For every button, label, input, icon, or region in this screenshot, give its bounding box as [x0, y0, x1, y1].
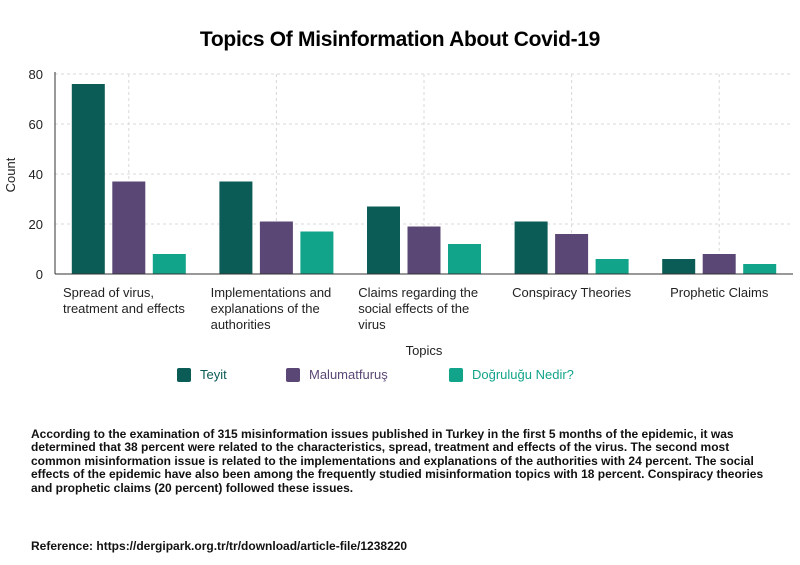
- bar-do-rulu-u-nedir: [448, 244, 481, 274]
- y-tick-label: 0: [36, 267, 43, 282]
- legend-swatch: [177, 367, 191, 382]
- x-axis-title: Topics: [406, 343, 443, 358]
- legend-label: Teyit: [200, 367, 227, 382]
- legend-item[interactable]: Doğruluğu Nedir?: [449, 367, 574, 382]
- bar-do-rulu-u-nedir: [743, 264, 777, 274]
- bar-malumatfuru: [702, 254, 736, 274]
- y-tick-label: 20: [29, 217, 43, 232]
- y-axis-title: Count: [3, 157, 18, 192]
- x-tick-label: Spread of virus, treatment and effects: [63, 285, 185, 316]
- legend: Teyit Malumatfuruş Doğruluğu Nedir?: [0, 367, 800, 387]
- bar-chart: 0 20 40 60 80 Spread of virus, treatment and e…: [3, 67, 793, 358]
- bar-malumatfuru: [555, 234, 589, 274]
- bar-teyit: [514, 221, 548, 274]
- gridlines: [55, 73, 793, 274]
- reference-text: Reference: https://dergipark.org.tr/tr/d…: [31, 539, 408, 553]
- chart-description: According to the examination of 315 misi…: [31, 427, 764, 495]
- x-tick-label: Claims regarding the social effects of th…: [358, 285, 478, 332]
- bar-teyit: [662, 259, 696, 274]
- bars: [71, 84, 777, 274]
- bar-do-rulu-u-nedir: [300, 231, 334, 274]
- bar-teyit: [219, 181, 253, 274]
- bar-do-rulu-u-nedir: [152, 254, 186, 274]
- bar-do-rulu-u-nedir: [595, 259, 629, 274]
- chart-title: Topics Of Misinformation About Covid-19: [199, 28, 601, 51]
- bar-teyit: [367, 206, 400, 274]
- legend-label: Doğruluğu Nedir?: [472, 367, 574, 382]
- legend-label: Malumatfuruş: [309, 367, 388, 382]
- bar-malumatfuru: [112, 181, 146, 274]
- x-tick-label: Implementations and explanations of the au…: [211, 285, 332, 332]
- bar-teyit: [71, 84, 105, 274]
- bar-malumatfuru: [259, 221, 293, 274]
- y-tick-label: 80: [29, 67, 43, 82]
- legend-item[interactable]: Teyit: [177, 367, 227, 382]
- legend-item[interactable]: Malumatfuruş: [286, 367, 388, 382]
- axes: 0 20 40 60 80 Spread of virus, treatment and e…: [29, 67, 793, 332]
- legend-swatch: [449, 367, 463, 382]
- y-tick-label: 60: [29, 117, 43, 132]
- legend-swatch: [286, 367, 300, 382]
- bar-malumatfuru: [407, 226, 441, 274]
- x-tick-label: Prophetic Claims: [670, 285, 769, 300]
- x-tick-label: Conspiracy Theories: [512, 285, 631, 300]
- y-tick-label: 40: [29, 167, 43, 182]
